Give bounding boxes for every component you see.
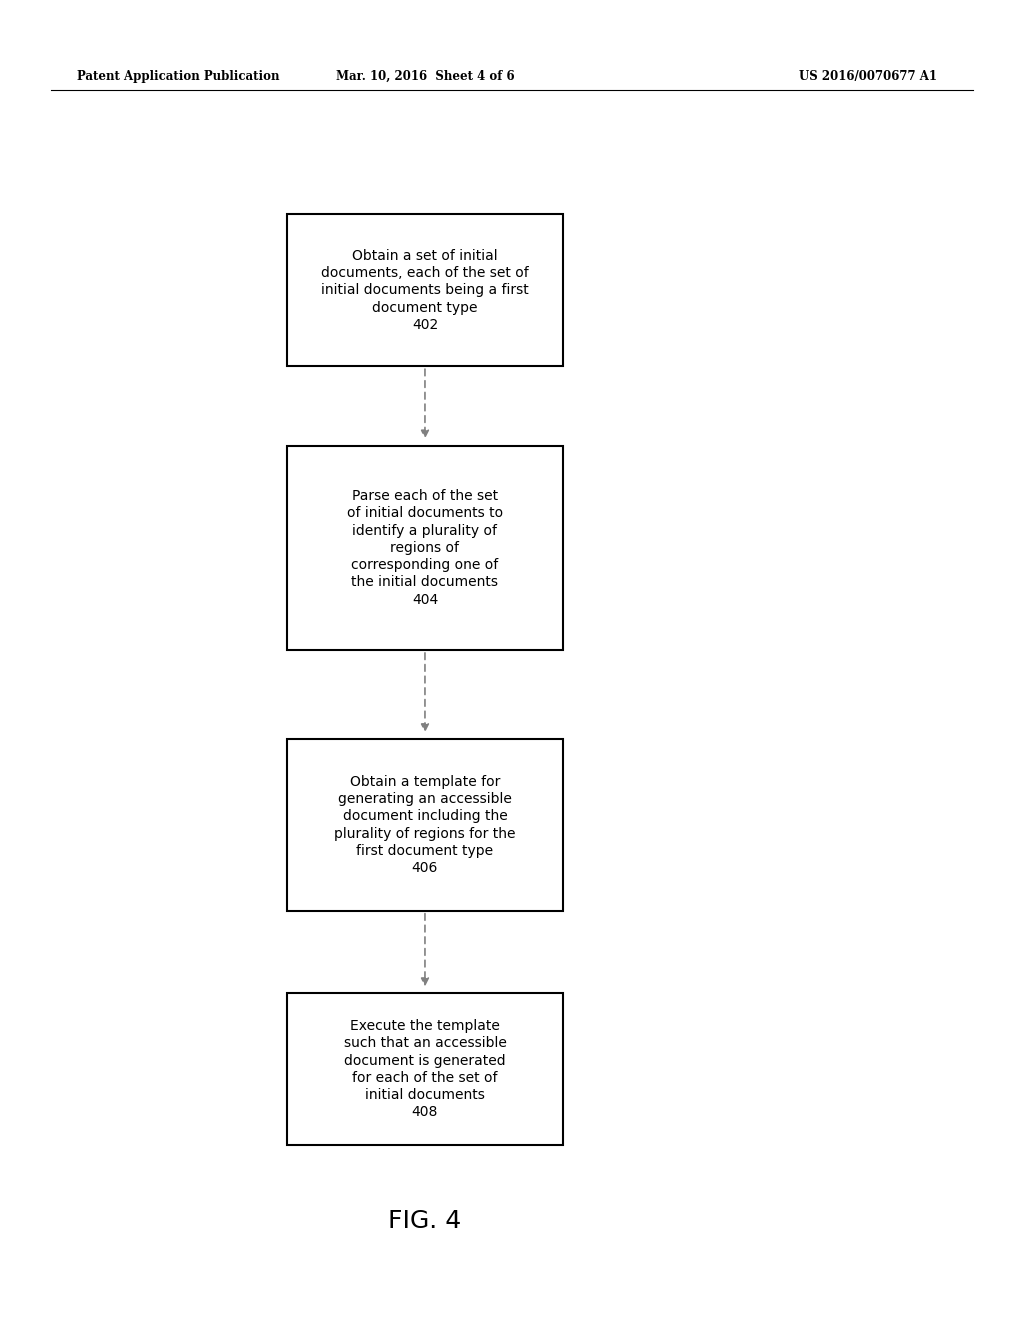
Text: Obtain a set of initial
documents, each of the set of
initial documents being a : Obtain a set of initial documents, each … bbox=[322, 248, 528, 333]
Text: Patent Application Publication: Patent Application Publication bbox=[77, 70, 280, 83]
Bar bbox=[287, 993, 563, 1144]
Text: FIG. 4: FIG. 4 bbox=[388, 1209, 462, 1233]
Bar bbox=[287, 739, 563, 911]
Text: Mar. 10, 2016  Sheet 4 of 6: Mar. 10, 2016 Sheet 4 of 6 bbox=[336, 70, 514, 83]
Bar bbox=[287, 446, 563, 651]
Text: Execute the template
such that an accessible
document is generated
for each of t: Execute the template such that an access… bbox=[343, 1019, 507, 1119]
Text: Parse each of the set
of initial documents to
identify a plurality of
regions of: Parse each of the set of initial documen… bbox=[347, 488, 503, 607]
Text: Obtain a template for
generating an accessible
document including the
plurality : Obtain a template for generating an acce… bbox=[334, 775, 516, 875]
Text: US 2016/0070677 A1: US 2016/0070677 A1 bbox=[799, 70, 937, 83]
Bar bbox=[287, 214, 563, 366]
